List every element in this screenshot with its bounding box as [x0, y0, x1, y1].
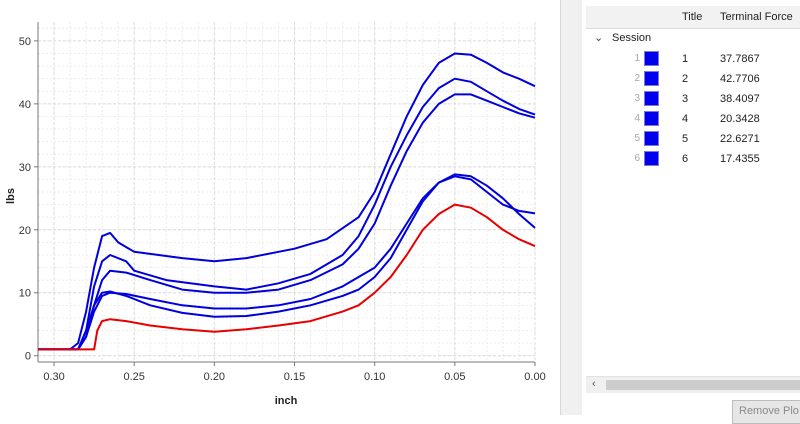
row-title: 2	[682, 73, 689, 85]
scrollbar-thumb[interactable]	[606, 380, 800, 390]
y-tick-label: 10	[19, 288, 31, 300]
chart-panel: 0.30 0.25 0.20 0.15 0.10 0.05 0.00 0 10 20 30 40 50 …	[0, 0, 560, 415]
row-title: 5	[682, 133, 689, 145]
row-index: 2	[634, 73, 640, 84]
row-index: 5	[634, 133, 640, 144]
row-title: 6	[682, 153, 689, 165]
color-swatch[interactable]	[644, 111, 659, 126]
y-tick-label: 0	[25, 351, 31, 363]
splitter[interactable]	[560, 0, 583, 415]
table-row[interactable]: 4 4 20.3428	[586, 109, 800, 129]
table-row[interactable]: 6 6 17.4355	[586, 149, 800, 169]
y-axis-title: lbs	[5, 188, 17, 204]
x-tick-label: 0.25	[123, 371, 144, 383]
x-tick-label: 0.05	[444, 371, 465, 383]
row-terminal-force: 17.4355	[720, 153, 760, 165]
x-tick-label: 0.30	[43, 371, 64, 383]
force-chart[interactable]: 0.30 0.25 0.20 0.15 0.10 0.05 0.0001020304050 …	[0, 0, 560, 415]
row-terminal-force: 20.3428	[720, 113, 760, 125]
series-group	[38, 52, 536, 351]
color-swatch[interactable]	[644, 131, 659, 146]
remove-plot-button[interactable]: Remove Plo	[732, 400, 800, 424]
y-tick-label: 40	[19, 99, 31, 111]
row-title: 4	[682, 113, 689, 125]
column-header-terminal-force[interactable]: Terminal Force	[720, 11, 793, 23]
series-line-3[interactable]	[38, 93, 536, 351]
x-tick-label: 0.20	[204, 371, 225, 383]
row-title: 3	[682, 93, 689, 105]
session-group-row[interactable]: ⌄ Session	[586, 30, 800, 48]
row-terminal-force: 38.4097	[720, 93, 760, 105]
color-swatch[interactable]	[644, 151, 659, 166]
row-terminal-force: 22.6271	[720, 133, 760, 145]
y-tick-label: 30	[19, 162, 31, 174]
table-row[interactable]: 5 5 22.6271	[586, 129, 800, 149]
scroll-left-arrow-icon[interactable]: ‹	[592, 378, 596, 390]
color-swatch[interactable]	[644, 91, 659, 106]
ticks: 0.30 0.25 0.20 0.15 0.10 0.05 0.00 0 10 20 30 40 50	[19, 36, 546, 383]
horizontal-scrollbar[interactable]: ‹	[586, 376, 800, 393]
x-tick-label: 0.00	[524, 371, 545, 383]
table-row[interactable]: 3 3 38.4097	[586, 89, 800, 109]
column-header-title[interactable]: Title	[682, 11, 703, 23]
series-line-4[interactable]	[38, 175, 536, 351]
series-line-1[interactable]	[38, 52, 536, 351]
x-axis-title: inch	[275, 395, 298, 407]
table-row[interactable]: 2 2 42.7706	[586, 69, 800, 89]
row-title: 1	[682, 53, 689, 65]
curve-table-panel: Title Terminal Force ⌄ Session 1 1 37.7867…	[582, 0, 800, 424]
row-terminal-force: 42.7706	[720, 73, 760, 85]
color-swatch[interactable]	[644, 51, 659, 66]
y-tick-label: 20	[19, 225, 31, 237]
row-index: 1	[634, 53, 640, 64]
series-line-6[interactable]	[38, 203, 536, 351]
series-line-5[interactable]	[38, 173, 536, 351]
table-header: Title Terminal Force	[586, 6, 800, 29]
series-line-2[interactable]	[38, 77, 536, 351]
x-tick-label: 0.15	[284, 371, 305, 383]
color-swatch[interactable]	[644, 71, 659, 86]
x-tick-label: 0.10	[364, 371, 385, 383]
chevron-down-icon[interactable]: ⌄	[594, 32, 604, 44]
y-tick-label: 50	[19, 36, 31, 48]
row-index: 4	[634, 113, 640, 124]
table-row[interactable]: 1 1 37.7867	[586, 49, 800, 69]
row-terminal-force: 37.7867	[720, 53, 760, 65]
row-index: 6	[634, 153, 640, 164]
session-group-label: Session	[612, 32, 652, 44]
row-index: 3	[634, 93, 640, 104]
